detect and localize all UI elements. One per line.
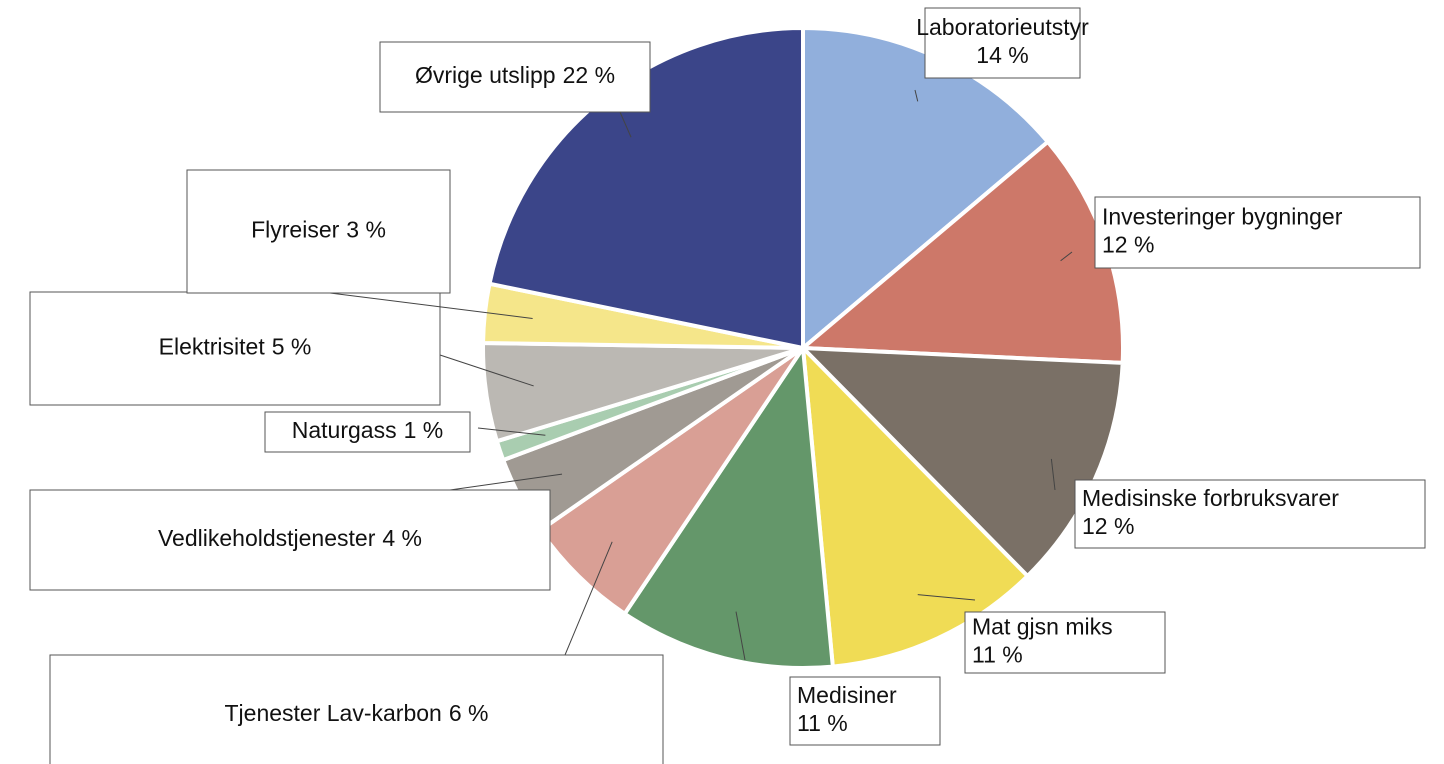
label-value: 14 % [976, 42, 1028, 68]
label-box [29, 291, 441, 406]
pie-slice [800, 342, 1031, 669]
data-label: Medisinske forbruksvarer 12 % [1082, 485, 1339, 539]
leader-line [914, 89, 919, 102]
leader-line [735, 611, 746, 661]
data-label: Tjenester Lav-karbon 6 % [225, 700, 489, 726]
label-value: 6 % [449, 700, 489, 726]
data-label: Elektrisitet 5 % [159, 334, 312, 360]
pie-slice [621, 342, 835, 670]
leader-line [1050, 458, 1056, 491]
data-label: Vedlikeholdstjenester 4 % [158, 525, 422, 551]
label-box [264, 411, 471, 453]
data-label: Naturgass 1 % [292, 417, 443, 443]
leader-line [917, 594, 976, 601]
data-label: Laboratorieutstyr 14 % [916, 14, 1089, 68]
label-value: 22 % [563, 62, 615, 88]
label-value: 12 % [1082, 513, 1134, 539]
label-value: 12 % [1102, 232, 1154, 258]
label-box [49, 654, 664, 764]
label-box [379, 41, 651, 113]
label-box [924, 7, 1081, 79]
label-category: Elektrisitet [159, 334, 266, 360]
leader-line [564, 541, 613, 656]
label-category: Vedlikeholdstjenester [158, 525, 376, 551]
leader-line [439, 354, 534, 387]
label-box [1074, 479, 1426, 549]
data-label: Øvrige utslipp 22 % [415, 62, 615, 88]
data-label: Medisiner 11 % [797, 682, 897, 736]
label-box [1094, 196, 1421, 269]
label-category: Tjenester Lav-karbon [225, 700, 442, 726]
label-category: Laboratorieutstyr [916, 14, 1089, 40]
label-category: Investeringer bygninger [1102, 204, 1343, 230]
label-category: Øvrige utslipp [415, 62, 556, 88]
label-value: 1 % [404, 417, 444, 443]
label-box [186, 169, 451, 294]
label-box [964, 611, 1166, 674]
leader-line [449, 473, 563, 491]
leader-line [329, 292, 533, 319]
leader-line [619, 111, 632, 138]
data-label: Mat gjsn miks 11 % [972, 614, 1113, 668]
label-category: Medisiner [797, 682, 897, 708]
label-box [29, 489, 551, 591]
label-value: 4 % [382, 525, 422, 551]
label-box [789, 676, 941, 746]
label-value: 3 % [346, 217, 386, 243]
label-category: Mat gjsn miks [972, 614, 1113, 640]
data-label: Flyreiser 3 % [251, 217, 386, 243]
label-value: 11 % [972, 642, 1023, 668]
leader-line [1060, 251, 1073, 262]
label-category: Naturgass [292, 417, 397, 443]
data-label: Investeringer bygninger 12 % [1102, 204, 1343, 258]
label-value: 5 % [272, 334, 312, 360]
label-value: 11 % [797, 710, 848, 736]
pie-slice [797, 345, 1125, 579]
label-category: Flyreiser [251, 217, 340, 243]
leader-line [477, 427, 546, 436]
label-category: Medisinske forbruksvarer [1082, 485, 1339, 511]
